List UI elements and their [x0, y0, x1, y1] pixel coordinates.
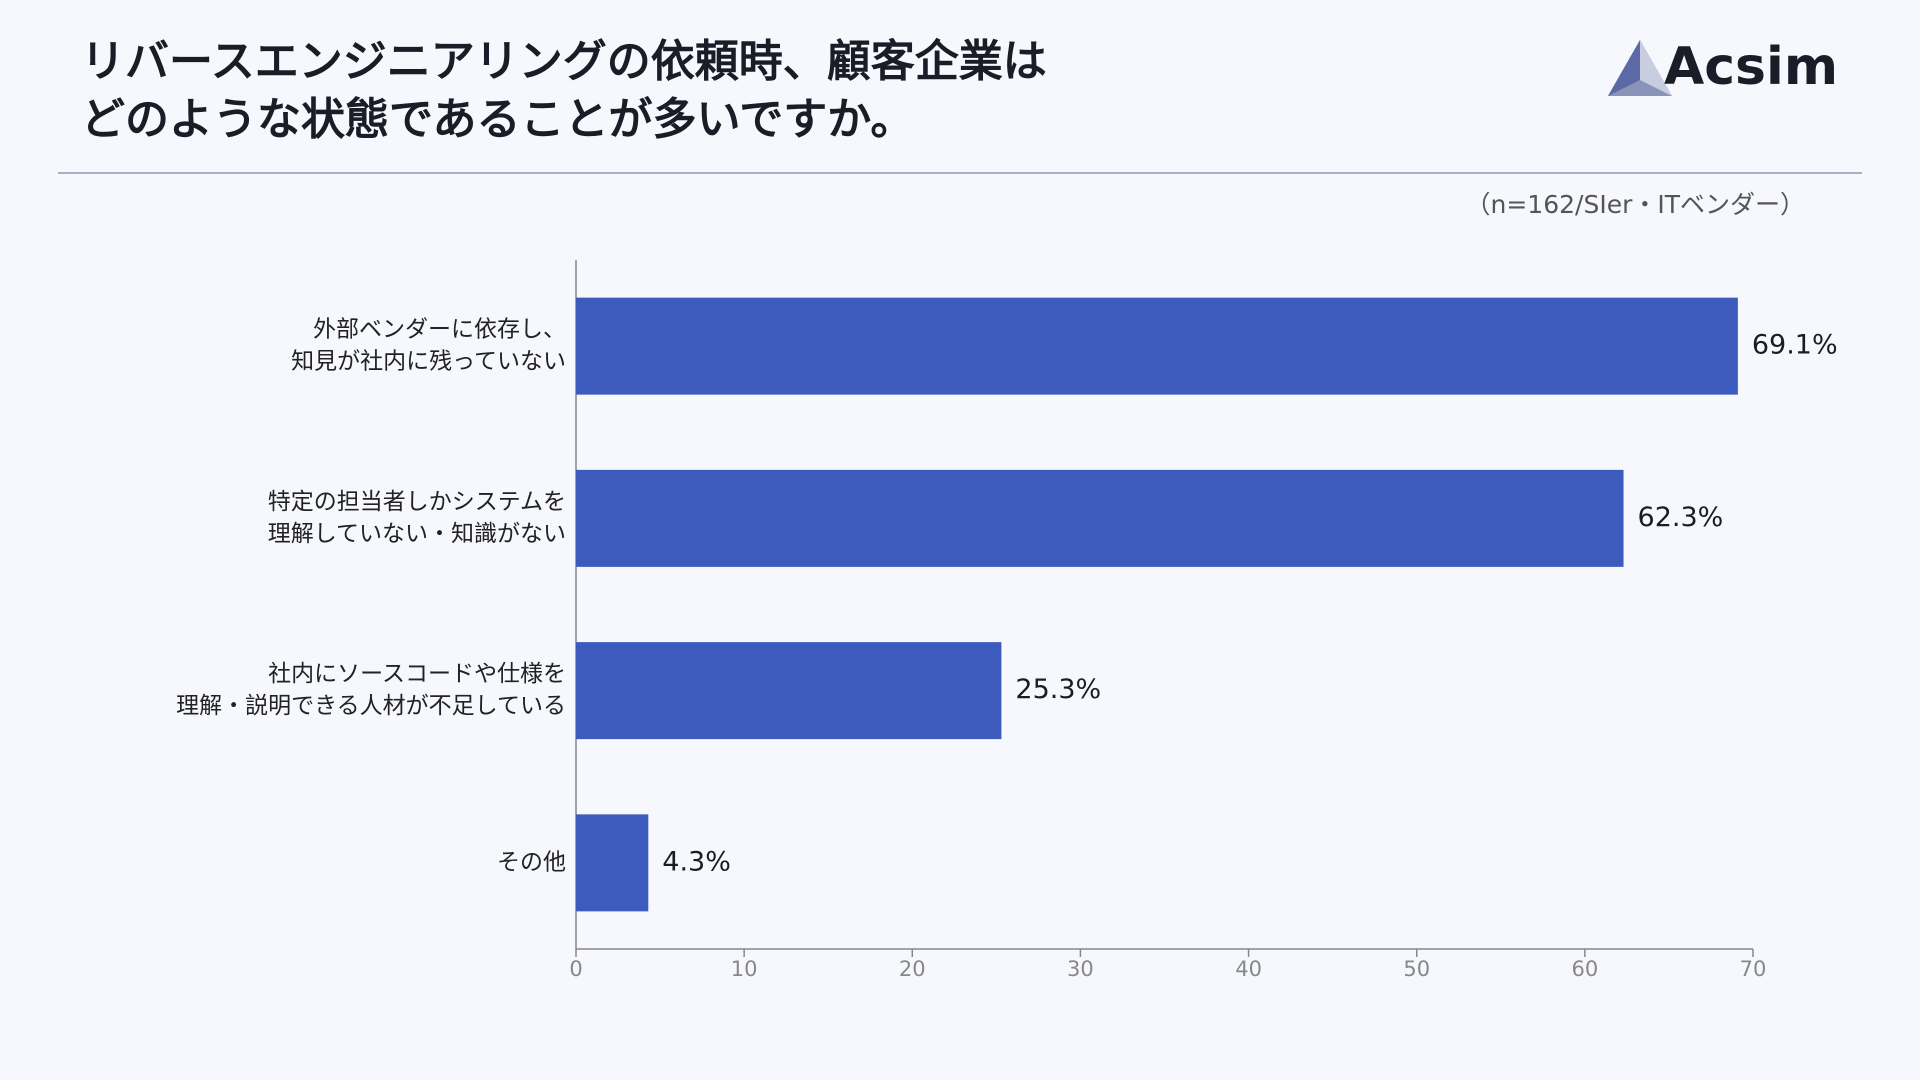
subtitle: （n=162/SIer・ITベンダー） [1466, 190, 1805, 219]
value-label: 4.3% [662, 846, 731, 877]
category-label: 理解していない・知識がない [268, 521, 566, 547]
category-label: その他 [497, 849, 566, 875]
x-tick-label: 60 [1571, 957, 1598, 981]
chart-title: どのような状態であることが多いですか。 [81, 94, 914, 145]
x-tick-label: 20 [899, 957, 926, 981]
category-label: 理解・説明できる人材が不足している [176, 693, 566, 719]
x-tick-label: 0 [569, 957, 582, 981]
x-tick-label: 50 [1403, 957, 1430, 981]
category-label: 外部ベンダーに依存し、 [313, 317, 566, 343]
chart-title: リバースエンジニアリングの依頼時、顧客企業は [81, 36, 1047, 87]
bar [576, 814, 649, 912]
value-label: 62.3% [1638, 502, 1724, 533]
x-tick-label: 30 [1067, 957, 1094, 981]
value-label: 25.3% [1015, 674, 1101, 705]
bar [576, 469, 1624, 567]
category-label: 社内にソースコードや仕様を [268, 661, 566, 687]
x-tick-label: 70 [1740, 957, 1767, 981]
bar [576, 297, 1738, 395]
logo-icon [1608, 40, 1672, 96]
value-label: 69.1% [1752, 330, 1838, 361]
x-tick-label: 40 [1235, 957, 1262, 981]
logo-text: Acsim [1664, 37, 1838, 97]
category-label: 特定の担当者しかシステムを [268, 489, 566, 515]
x-tick-label: 10 [731, 957, 758, 981]
bar [576, 642, 1002, 740]
category-label: 知見が社内に残っていない [291, 349, 566, 375]
